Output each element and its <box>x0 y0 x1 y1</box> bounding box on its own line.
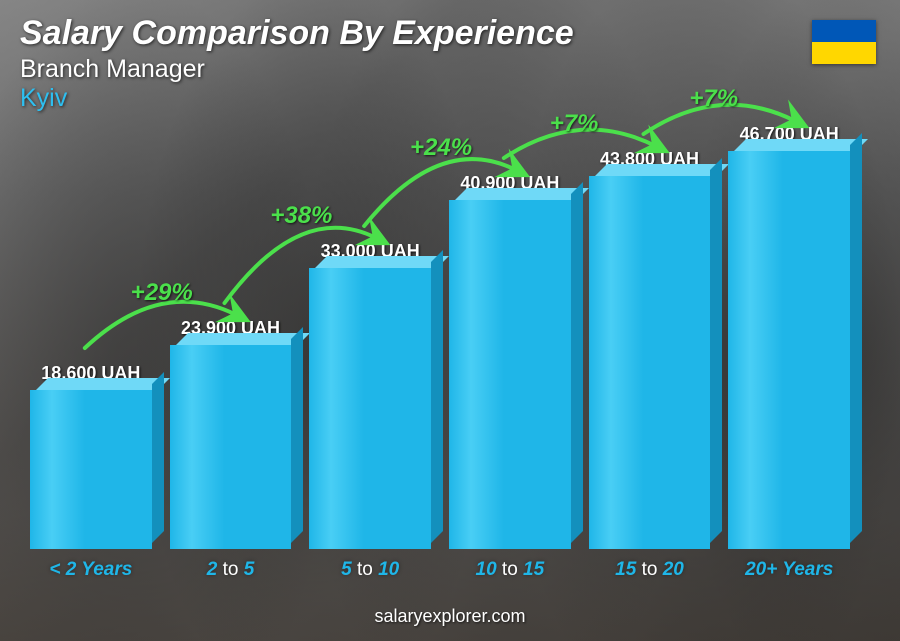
bar <box>589 176 711 549</box>
bar <box>30 390 152 549</box>
x-axis-label: 20+ Years <box>728 559 850 581</box>
x-axis-label: 2 to 5 <box>170 559 292 581</box>
pct-increase-label: +29% <box>131 279 193 307</box>
bar <box>309 268 431 549</box>
ukraine-flag-icon <box>812 20 876 64</box>
pct-increase-label: +7% <box>689 85 738 113</box>
bar <box>170 345 292 549</box>
x-axis: < 2 Years 2 to 5 5 to 10 10 to 15 15 to 20 20… <box>30 559 850 581</box>
bar-wrap: 43,800 UAH <box>589 149 711 549</box>
x-axis-label: 5 to 10 <box>309 559 431 581</box>
header: Salary Comparison By Experience Branch M… <box>20 14 880 113</box>
chart-subtitle: Branch Manager <box>20 55 880 84</box>
pct-increase-label: +24% <box>410 134 472 162</box>
x-axis-label: 15 to 20 <box>589 559 711 581</box>
bar-chart: 18,600 UAH23,900 UAH33,000 UAH40,900 UAH… <box>30 130 850 581</box>
pct-increase-label: +38% <box>270 202 332 230</box>
chart-title: Salary Comparison By Experience <box>20 14 880 53</box>
bar-wrap: 18,600 UAH <box>30 363 152 549</box>
bar <box>728 151 850 549</box>
bar-wrap: 40,900 UAH <box>449 173 571 549</box>
bar-wrap: 33,000 UAH <box>309 241 431 549</box>
chart-location: Kyiv <box>20 84 880 113</box>
x-axis-label: < 2 Years <box>30 559 152 581</box>
pct-increase-label: +7% <box>550 110 599 138</box>
bars-container: 18,600 UAH23,900 UAH33,000 UAH40,900 UAH… <box>30 130 850 549</box>
bar-wrap: 46,700 UAH <box>728 124 850 549</box>
footer-attribution: salaryexplorer.com <box>0 606 900 627</box>
bar-wrap: 23,900 UAH <box>170 318 292 549</box>
x-axis-label: 10 to 15 <box>449 559 571 581</box>
bar <box>449 200 571 549</box>
